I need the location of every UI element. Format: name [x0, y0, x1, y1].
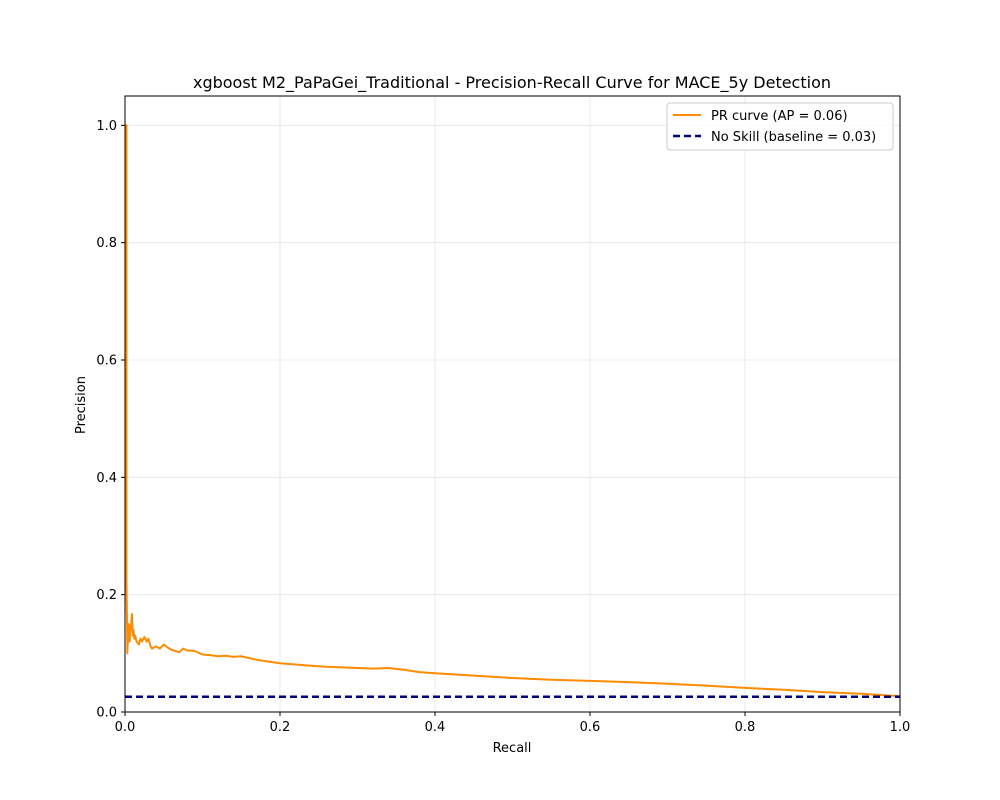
y-tick-label: 0.2 [96, 588, 117, 603]
pr-curve-line [125, 124, 901, 698]
y-tick-label: 0.8 [96, 236, 117, 251]
y-tick-label: 0.4 [96, 471, 117, 486]
plot-area [125, 124, 901, 698]
x-tick-label: 0.8 [735, 720, 756, 735]
x-tick-label: 0.0 [115, 720, 136, 735]
x-tick-label: 0.2 [270, 720, 291, 735]
legend-entry-no-skill: No Skill (baseline = 0.03) [711, 130, 876, 145]
y-tick-label: 0.0 [96, 706, 117, 721]
y-axis-label: Precision [74, 376, 89, 434]
y-tick-label: 1.0 [96, 119, 117, 134]
legend-box [666, 102, 894, 151]
x-tick-label: 1.0 [890, 720, 911, 735]
plot-frame [124, 95, 901, 713]
legend-entry-pr-curve: PR curve (AP = 0.06) [711, 109, 848, 124]
grid [124, 96, 901, 713]
y-axis-ticks: 0.0 0.2 0.4 0.6 0.8 1.0 [96, 119, 125, 721]
x-tick-label: 0.4 [425, 720, 446, 735]
legend: PR curve (AP = 0.06) No Skill (baseline … [666, 102, 894, 151]
x-axis-ticks: 0.0 0.2 0.4 0.6 0.8 1.0 [115, 712, 911, 735]
chart-title: xgboost M2_PaPaGei_Traditional - Precisi… [193, 73, 831, 93]
y-tick-label: 0.6 [96, 354, 117, 369]
x-axis-label: Recall [493, 741, 532, 756]
x-tick-label: 0.6 [580, 720, 601, 735]
